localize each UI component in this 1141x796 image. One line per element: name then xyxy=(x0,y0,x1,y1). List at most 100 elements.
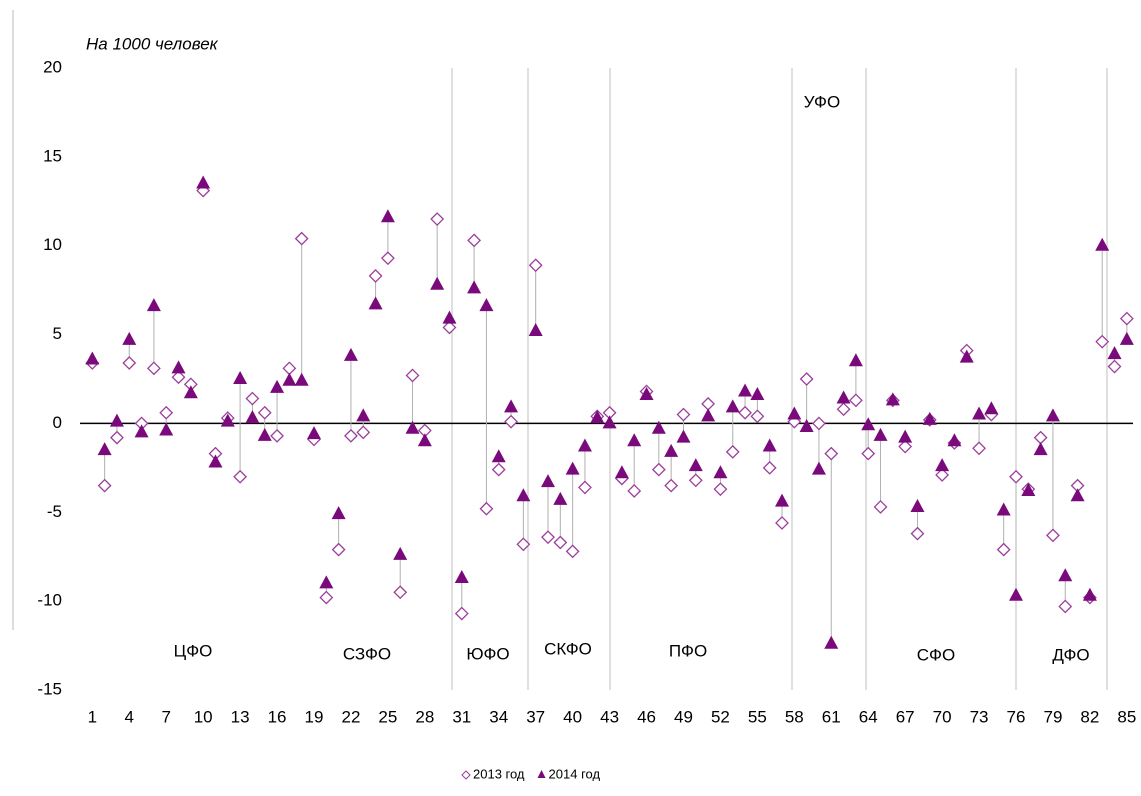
marker-2014 xyxy=(233,371,248,384)
marker-2013 xyxy=(331,542,346,557)
district-label: УФО xyxy=(804,92,840,111)
marker-2013 xyxy=(701,396,716,411)
marker-2014 xyxy=(787,406,802,420)
district-label: СКФО xyxy=(544,639,592,658)
marker-2014 xyxy=(171,360,186,374)
marker-2014 xyxy=(811,461,826,475)
x-tick-label: 58 xyxy=(785,707,804,726)
x-tick-label: 34 xyxy=(489,707,508,726)
marker-2014 xyxy=(775,493,789,507)
marker-2014 xyxy=(380,209,395,223)
marker-2014 xyxy=(639,386,654,400)
marker-2013 xyxy=(972,441,986,456)
y-tick-label: 5 xyxy=(53,324,62,343)
marker-2013 xyxy=(688,473,703,488)
y-tick-label: -15 xyxy=(37,679,62,698)
x-tick-label: 85 xyxy=(1117,707,1136,726)
marker-2014 xyxy=(122,331,137,345)
marker-2014 xyxy=(1021,482,1036,496)
y-tick-label: 10 xyxy=(43,235,62,254)
marker-2013 xyxy=(651,462,666,477)
marker-2014 xyxy=(701,408,716,422)
district-label: ПФО xyxy=(669,641,707,660)
marker-2014 xyxy=(85,351,100,365)
marker-2014 xyxy=(565,461,580,475)
y-tick-label: -5 xyxy=(47,502,62,521)
marker-2013 xyxy=(1046,528,1060,543)
marker-2014 xyxy=(541,474,555,488)
marker-2014 xyxy=(602,415,617,429)
marker-2013 xyxy=(750,409,765,424)
marker-2014 xyxy=(294,372,309,386)
marker-2014 xyxy=(1009,587,1023,601)
marker-2014 xyxy=(442,310,457,324)
marker-2013 xyxy=(676,407,691,422)
marker-2014 xyxy=(208,454,223,468)
marker-2013 xyxy=(1058,599,1073,614)
x-tick-label: 22 xyxy=(341,707,360,726)
marker-2013 xyxy=(910,526,925,541)
marker-2013 xyxy=(1107,359,1122,374)
marker-2013 xyxy=(380,251,395,266)
marker-2014 xyxy=(651,420,666,434)
marker-2014 xyxy=(516,488,531,502)
marker-2013 xyxy=(812,416,826,431)
x-tick-label: 13 xyxy=(231,707,250,726)
x-tick-label: 82 xyxy=(1080,707,1099,726)
marker-2014 xyxy=(898,429,913,443)
marker-2014 xyxy=(910,498,925,512)
marker-2014 xyxy=(196,175,211,189)
marker-2014 xyxy=(270,379,285,393)
marker-2014 xyxy=(725,399,740,413)
marker-2014 xyxy=(368,296,383,310)
marker-2013 xyxy=(1119,311,1134,326)
marker-2014 xyxy=(393,546,408,560)
marker-2014 xyxy=(1107,346,1122,360)
marker-2014 xyxy=(614,465,629,479)
marker-2013 xyxy=(1009,469,1023,484)
marker-2014 xyxy=(627,433,642,447)
marker-2013 xyxy=(405,368,420,383)
legend-marker xyxy=(537,770,546,778)
x-tick-label: 40 xyxy=(563,707,582,726)
x-tick-label: 37 xyxy=(526,707,545,726)
x-tick-label: 70 xyxy=(933,707,952,726)
marker-2014 xyxy=(861,417,876,431)
y-tick-label: -10 xyxy=(37,591,62,610)
marker-2013 xyxy=(836,402,851,417)
marker-2014 xyxy=(750,386,765,400)
marker-2014 xyxy=(282,372,297,386)
x-tick-label: 67 xyxy=(896,707,915,726)
x-tick-label: 31 xyxy=(452,707,471,726)
x-tick-label: 76 xyxy=(1007,707,1026,726)
marker-2013 xyxy=(553,535,568,550)
marker-2014 xyxy=(676,429,691,443)
marker-2014 xyxy=(159,422,174,436)
marker-2014 xyxy=(738,383,753,397)
legend-label: 2013 год xyxy=(473,766,525,781)
marker-2014 xyxy=(688,458,703,472)
district-label: СФО xyxy=(917,645,955,664)
marker-2014 xyxy=(97,442,112,456)
x-tick-label: 4 xyxy=(125,707,134,726)
marker-2014 xyxy=(307,426,321,440)
x-tick-label: 28 xyxy=(415,707,434,726)
marker-2013 xyxy=(1033,430,1048,445)
marker-2014 xyxy=(922,411,937,425)
marker-2014 xyxy=(799,418,814,432)
marker-2014 xyxy=(467,280,482,294)
x-tick-label: 73 xyxy=(970,707,989,726)
marker-2013 xyxy=(935,468,950,482)
marker-2014 xyxy=(245,410,260,424)
x-tick-label: 7 xyxy=(161,707,170,726)
x-tick-label: 61 xyxy=(822,707,841,726)
marker-2013 xyxy=(664,478,679,493)
marker-2013 xyxy=(430,212,445,226)
marker-2014 xyxy=(713,465,728,479)
y-tick-label: 20 xyxy=(43,57,62,76)
marker-2014 xyxy=(504,399,519,413)
x-tick-label: 16 xyxy=(268,707,287,726)
marker-2014 xyxy=(430,276,445,290)
marker-2013 xyxy=(491,462,506,477)
